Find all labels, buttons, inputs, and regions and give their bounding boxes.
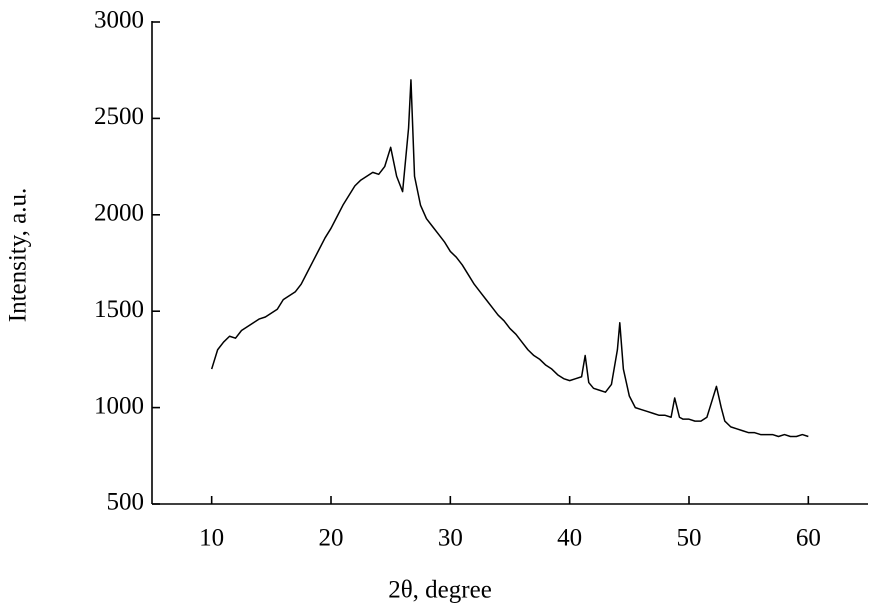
x-tick-label: 30 (438, 525, 463, 552)
y-tick-label: 2500 (94, 103, 144, 130)
y-tick-label: 1500 (94, 296, 144, 323)
x-tick-label: 20 (319, 525, 344, 552)
x-axis-label: 2θ, degree (388, 577, 492, 604)
y-tick-label: 2000 (94, 200, 144, 227)
y-tick-label: 3000 (94, 7, 144, 34)
y-axis-label: Intensity, a.u. (5, 188, 32, 322)
x-tick-label: 50 (677, 525, 702, 552)
y-tick-label: 500 (107, 489, 145, 516)
y-tick-label: 1000 (94, 392, 144, 419)
data-line (210, 79, 809, 438)
x-tick-label: 60 (796, 525, 821, 552)
x-tick-label: 10 (199, 525, 224, 552)
x-tick-label: 40 (557, 525, 582, 552)
